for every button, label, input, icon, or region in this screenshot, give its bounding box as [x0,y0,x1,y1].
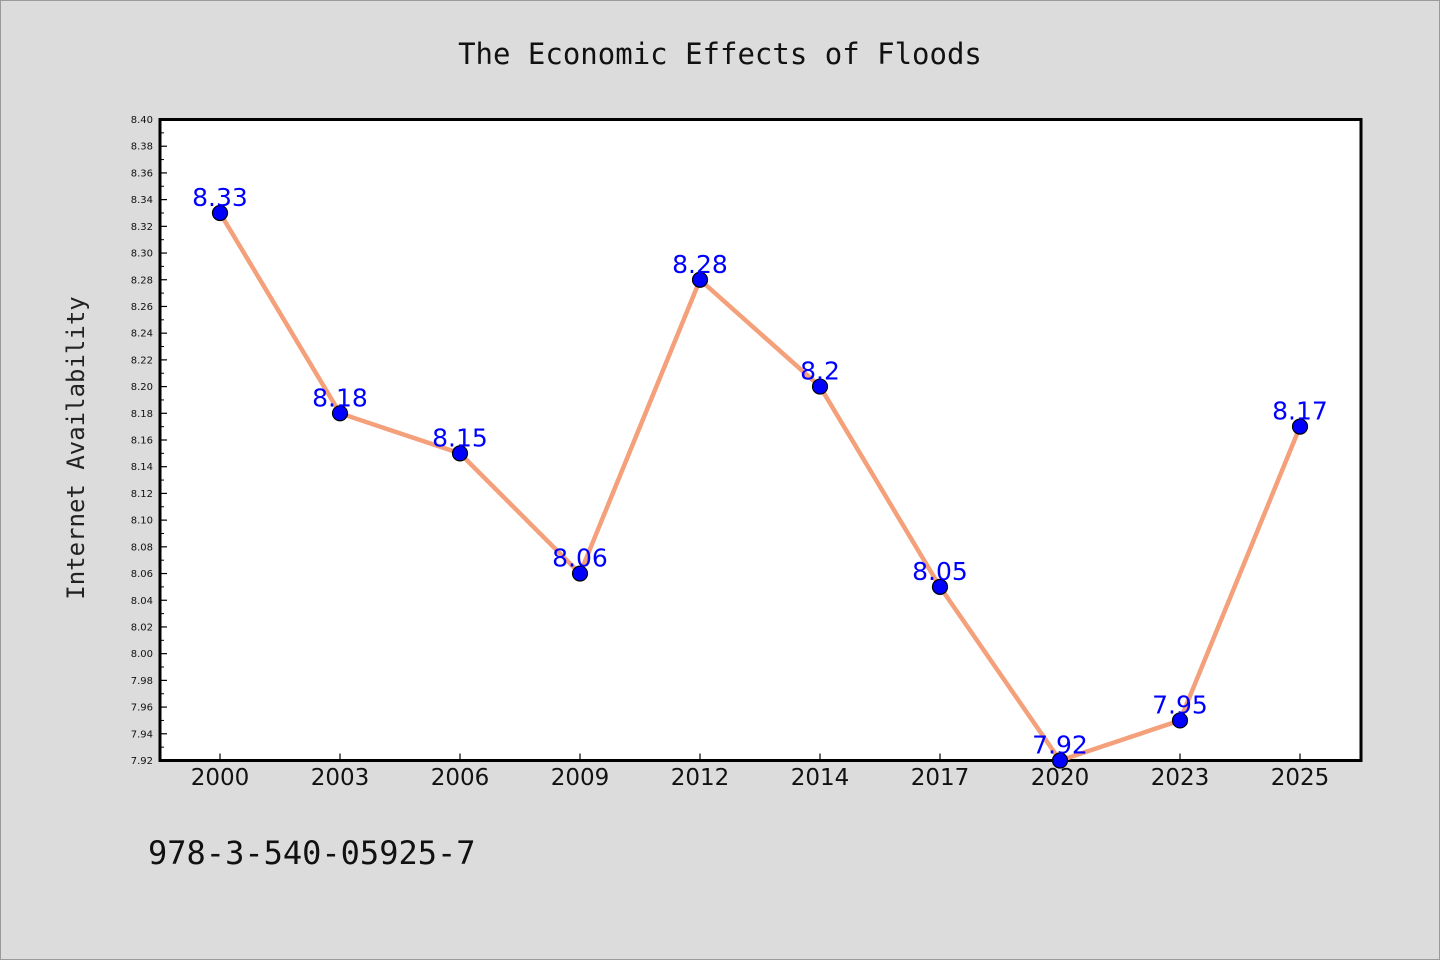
x-axis-ticks: 2000 2003 2006 2009 2012 2014 2017 2020 2023 2025 [191,753,1330,791]
x-tick-label: 2017 [911,765,970,791]
y-tick-label: 8.38 [131,142,153,153]
y-axis-label: Internet Availability [62,296,90,599]
data-label: 8.15 [432,423,488,452]
y-tick-label: 8.40 [131,115,153,126]
data-label: 8.2 [800,357,840,386]
y-axis-ticks: 7.92 7.94 7.96 7.98 8.00 8.02 8.04 8.06 8.08 8.10… [131,115,167,767]
y-tick-label: 8.00 [131,649,153,660]
y-tick-label: 8.12 [131,489,153,500]
series-line [217,210,1303,763]
y-tick-label: 8.04 [131,596,153,607]
y-tick-label: 8.20 [131,382,153,393]
plot-area [158,118,1363,762]
y-tick-label: 8.30 [131,249,153,260]
y-tick-label: 8.14 [131,462,153,473]
x-tick-label: 2023 [1151,765,1210,791]
data-point [691,271,709,288]
x-tick-label: 2014 [791,765,850,791]
data-point [811,378,829,395]
x-tick-label: 2003 [311,765,370,791]
data-label: 8.33 [192,183,248,212]
x-tick-label: 2006 [431,765,490,791]
y-tick-label: 8.26 [131,302,153,313]
data-point [211,204,229,222]
y-tick-label: 7.92 [131,756,153,767]
data-label: 8.06 [552,544,608,573]
y-tick-label: 7.94 [131,729,153,740]
footnote-isbn: 978-3-540-05925-7 [148,834,476,872]
x-tick-label: 2000 [191,765,250,791]
y-tick-label: 8.06 [131,569,153,580]
series-line-group [217,210,1303,763]
y-tick-label: 8.24 [131,329,153,340]
y-tick-label: 8.08 [131,542,153,553]
data-label: 8.18 [312,383,368,412]
x-tick-label: 2020 [1031,765,1090,791]
data-point [1291,418,1309,435]
data-label: 8.17 [1272,397,1328,426]
x-tick-label: 2009 [551,765,610,791]
chart-title: The Economic Effects of Floods [458,37,982,71]
y-tick-label: 8.32 [131,222,153,233]
data-point [1051,752,1069,769]
data-point [571,565,589,582]
data-label: 8.05 [912,557,968,586]
data-point [1171,712,1189,729]
x-tick-label: 2025 [1271,765,1330,791]
data-markers [211,204,1309,769]
data-label: 7.92 [1032,731,1088,760]
y-tick-label: 7.96 [131,703,153,714]
y-tick-label: 8.02 [131,622,153,633]
data-labels: 8.33 8.18 8.15 8.06 8.28 8.2 8.05 7.92 7.95 8.17 [192,183,1328,760]
y-tick-label: 8.16 [131,436,153,447]
y-tick-label: 8.22 [131,355,153,366]
data-point [451,445,469,462]
y-tick-label: 8.36 [131,168,153,179]
y-tick-label: 8.28 [131,275,153,286]
y-tick-label: 7.98 [131,676,153,687]
y-tick-label: 8.10 [131,516,153,527]
data-label: 8.28 [672,250,728,279]
y-tick-label: 8.34 [131,195,153,206]
y-tick-label: 8.18 [131,409,153,420]
data-point [331,405,349,422]
data-point [931,578,949,595]
x-tick-label: 2012 [671,765,730,791]
data-label: 7.95 [1152,690,1208,719]
